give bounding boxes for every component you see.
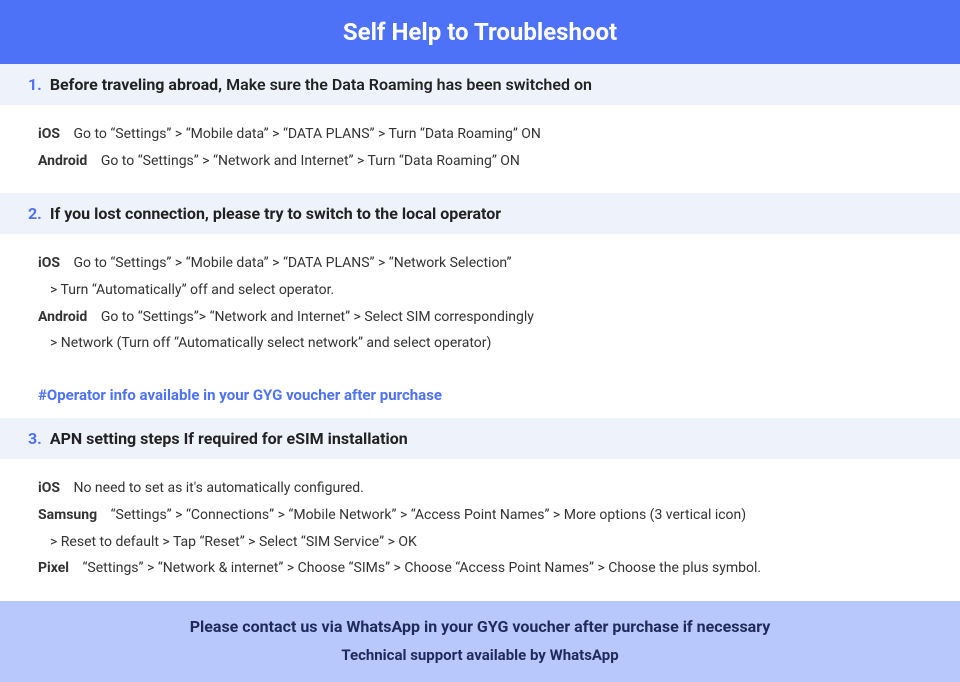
platform-label: Android xyxy=(38,309,87,325)
section-3-title-bold: APN setting steps If required for eSIM i… xyxy=(50,429,408,448)
section-3-row-pixel: Pixel “Settings” > “Network & internet” … xyxy=(38,558,922,580)
section-2-row-android-cont: > Network (Turn off “Automatically selec… xyxy=(50,333,922,355)
instruction-text: Go to “Settings” > “Network and Internet… xyxy=(101,153,520,169)
footer-line2: Technical support available by WhatsApp xyxy=(0,646,960,664)
section-2-title-bold: If you lost connection, please try to sw… xyxy=(50,204,501,223)
platform-label: iOS xyxy=(38,255,60,271)
instruction-text: Go to “Settings” > “Mobile data” > “DATA… xyxy=(73,126,540,142)
section-2-body: iOS Go to “Settings” > “Mobile data” > “… xyxy=(0,234,960,376)
platform-label: Samsung xyxy=(38,507,97,523)
instruction-text: Go to “Settings” > “Mobile data” > “DATA… xyxy=(73,255,511,271)
section-2-row-android: Android Go to “Settings”> “Network and I… xyxy=(38,307,922,329)
section-3-row-ios: iOS No need to set as it's automatically… xyxy=(38,478,922,500)
section-3-row-samsung: Samsung “Settings” > “Connections” > “Mo… xyxy=(38,505,922,527)
footer: Please contact us via WhatsApp in your G… xyxy=(0,601,960,682)
instruction-text: Go to “Settings”> “Network and Internet”… xyxy=(101,309,534,325)
instruction-text: “Settings” > “Network & internet” > Choo… xyxy=(82,560,761,576)
instruction-text: “Settings” > “Connections” > “Mobile Net… xyxy=(111,507,747,523)
platform-label: iOS xyxy=(38,126,60,142)
section-2-row-ios-cont: > Turn “Automatically” off and select op… xyxy=(50,280,922,302)
footer-line1: Please contact us via WhatsApp in your G… xyxy=(0,617,960,636)
section-1-num: 1. xyxy=(28,75,42,94)
section-2-header: 2. If you lost connection, please try to… xyxy=(0,193,960,234)
section-3-num: 3. xyxy=(28,429,42,448)
section-3-header: 3. APN setting steps If required for eSI… xyxy=(0,418,960,459)
section-1-title-rest: Make sure the Data Roaming has been swit… xyxy=(222,75,592,94)
platform-label: iOS xyxy=(38,480,60,496)
platform-label: Android xyxy=(38,153,87,169)
section-1-header: 1. Before traveling abroad, Make sure th… xyxy=(0,64,960,105)
section-1-row-ios: iOS Go to “Settings” > “Mobile data” > “… xyxy=(38,124,922,146)
section-1-body: iOS Go to “Settings” > “Mobile data” > “… xyxy=(0,105,960,193)
instruction-text: No need to set as it's automatically con… xyxy=(73,480,363,496)
section-1-row-android: Android Go to “Settings” > “Network and … xyxy=(38,151,922,173)
page-title: Self Help to Troubleshoot xyxy=(0,0,960,64)
section-3-body: iOS No need to set as it's automatically… xyxy=(0,459,960,601)
platform-label: Pixel xyxy=(38,560,69,576)
section-3-row-samsung-cont: > Reset to default > Tap “Reset” > Selec… xyxy=(50,532,922,554)
section-2-num: 2. xyxy=(28,204,42,223)
section-1-title-bold: Before traveling abroad, xyxy=(50,75,222,94)
section-2-row-ios: iOS Go to “Settings” > “Mobile data” > “… xyxy=(38,253,922,275)
section-2-note: #Operator info available in your GYG vou… xyxy=(0,376,960,418)
